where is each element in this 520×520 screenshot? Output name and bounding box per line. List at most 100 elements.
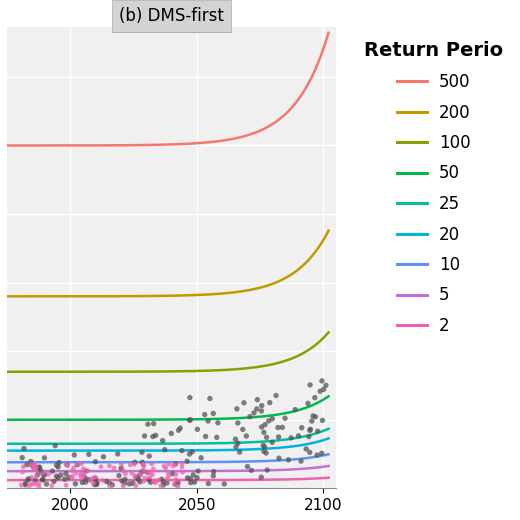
Point [80, 465, 88, 473]
Point [39, 470, 47, 478]
Point [263, 466, 271, 474]
Point [149, 465, 158, 473]
Point [48, 467, 57, 475]
Point [126, 461, 135, 469]
Point [231, 435, 240, 444]
Point [28, 461, 36, 470]
Point [178, 459, 186, 467]
Point [138, 448, 146, 457]
Point [233, 405, 241, 413]
Point [91, 477, 99, 486]
Point [147, 478, 155, 486]
Point [33, 464, 42, 472]
Point [164, 469, 172, 477]
Point [76, 470, 85, 478]
Point [305, 433, 313, 441]
Point [25, 475, 33, 483]
Point [318, 449, 326, 458]
Point [257, 407, 266, 415]
Point [145, 452, 153, 460]
Point [261, 421, 269, 429]
Point [134, 475, 142, 484]
Point [261, 443, 269, 451]
Point [274, 423, 282, 432]
Point [160, 462, 168, 470]
Point [291, 406, 300, 414]
Point [172, 480, 180, 488]
Point [266, 398, 274, 407]
Point [73, 460, 82, 468]
Point [272, 392, 280, 400]
Point [89, 479, 98, 487]
Point [81, 473, 89, 482]
Point [141, 474, 149, 482]
Point [278, 423, 287, 432]
Point [297, 424, 306, 432]
Point [77, 472, 86, 480]
Point [294, 432, 303, 440]
Point [28, 473, 36, 482]
Point [268, 414, 277, 423]
Point [84, 475, 93, 484]
Point [30, 464, 38, 472]
Point [40, 454, 48, 462]
Point [149, 433, 157, 441]
Point [132, 473, 140, 482]
Point [204, 479, 213, 488]
Point [113, 450, 122, 458]
Point [159, 477, 167, 486]
Point [302, 445, 310, 453]
Point [257, 401, 266, 410]
Point [71, 479, 80, 488]
Point [163, 475, 171, 483]
Point [81, 478, 89, 486]
Point [148, 460, 156, 468]
Point [35, 463, 44, 471]
Point [178, 468, 187, 476]
Point [157, 482, 165, 490]
Point [105, 479, 113, 487]
Point [184, 474, 192, 482]
Point [146, 473, 154, 482]
Point [206, 394, 214, 402]
Point [140, 462, 148, 471]
Point [82, 467, 90, 475]
Point [163, 479, 171, 487]
Point [168, 462, 177, 470]
Point [259, 441, 267, 449]
Point [197, 453, 205, 462]
Point [62, 460, 70, 469]
Point [172, 461, 180, 469]
Point [265, 417, 273, 425]
Point [316, 387, 324, 395]
Point [32, 472, 41, 480]
Point [93, 479, 101, 487]
Point [186, 394, 194, 402]
Point [233, 439, 242, 447]
Point [55, 459, 63, 467]
Point [31, 465, 40, 474]
Title: (b) DMS-first: (b) DMS-first [119, 7, 224, 25]
Point [110, 464, 118, 472]
Point [19, 463, 28, 471]
Point [62, 470, 70, 478]
Point [162, 464, 170, 472]
Point [189, 471, 198, 479]
Point [186, 450, 194, 458]
Point [253, 405, 261, 413]
Point [18, 453, 27, 462]
Point [68, 472, 76, 480]
Point [70, 451, 79, 459]
Point [139, 466, 148, 474]
Point [304, 399, 312, 408]
Point [120, 479, 128, 487]
Point [148, 471, 157, 479]
Point [188, 448, 196, 456]
Point [257, 423, 266, 431]
Point [172, 470, 180, 478]
Point [287, 434, 295, 442]
Point [318, 376, 326, 385]
Point [306, 425, 315, 434]
Point [313, 451, 321, 459]
Point [131, 458, 139, 466]
